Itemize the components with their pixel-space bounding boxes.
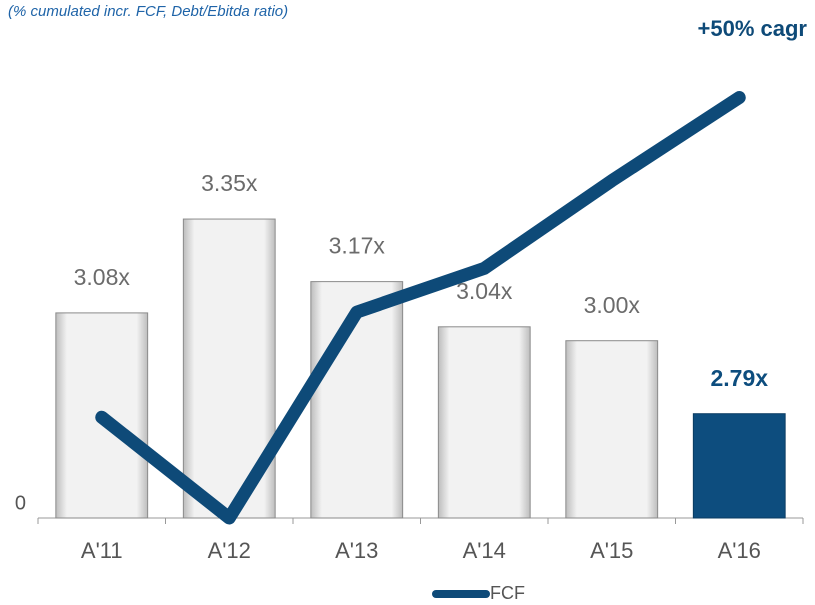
subtitle: (% cumulated incr. FCF, Debt/Ebitda rati…: [8, 3, 288, 20]
data-label: 3.08x: [74, 264, 131, 290]
x-tick-label: A'14: [463, 538, 506, 563]
data-label: 3.00x: [584, 292, 641, 318]
legend-label: FCF: [490, 583, 525, 603]
x-tick-label: A'12: [208, 538, 251, 563]
data-label: 3.35x: [201, 170, 258, 196]
fcf-line: [95, 91, 746, 525]
annotation: +50% cagr: [698, 16, 808, 41]
x-tick-label: A'11: [81, 538, 123, 563]
x-tick-label: A'15: [590, 538, 633, 563]
x-tick-label: A'13: [335, 538, 378, 563]
data-label: 2.79x: [710, 365, 768, 391]
x-tick-label: A'16: [718, 538, 761, 563]
data-label: 3.17x: [329, 233, 386, 259]
bar: [565, 340, 659, 519]
data-label: 3.04x: [456, 278, 513, 304]
bar: [692, 413, 786, 519]
bar: [437, 326, 531, 519]
y-tick-label: 0: [15, 492, 26, 514]
